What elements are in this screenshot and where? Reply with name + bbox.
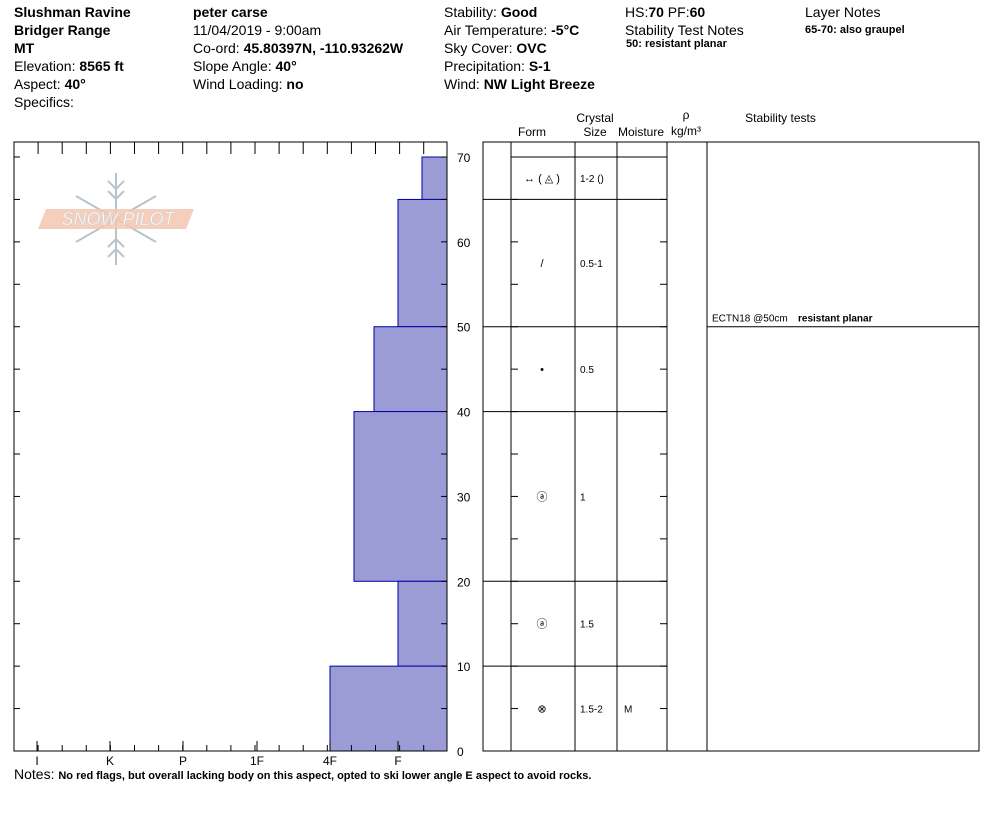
depth-label-20: 20	[457, 575, 471, 589]
hardness-layer-3	[353, 411, 448, 582]
slope-angle: Slope Angle: 40°	[193, 58, 297, 74]
elevation: Elevation: 8565 ft	[14, 58, 124, 74]
rho-header: ρ	[682, 108, 690, 122]
crystal-form-2: •	[540, 364, 544, 376]
crystal-form-3: ⓐ	[537, 490, 548, 503]
hardness-label-K: K	[106, 754, 114, 768]
stability-test-result-0: resistant planar	[798, 314, 873, 325]
chart-frame	[13, 141, 980, 752]
crystal-form-5: ⊗	[537, 704, 546, 716]
crystal-form-0: ↔ ( ◬ )	[524, 173, 560, 185]
hardness-layer-5	[329, 665, 448, 752]
wind-loading: Wind Loading: no	[193, 76, 304, 92]
depth-label-70: 70	[457, 151, 471, 165]
depth-label-60: 60	[457, 236, 471, 250]
depth-label-40: 40	[457, 406, 471, 420]
layer-table-frame	[482, 141, 980, 752]
hardness-layer-2	[373, 326, 448, 413]
crystal-size-5: 1.5-2	[580, 705, 603, 716]
depth-label-30: 30	[457, 490, 471, 504]
specifics: Specifics:	[14, 94, 74, 110]
moisture-header: Moisture	[617, 125, 664, 139]
hardness-label-1F: 1F	[250, 754, 264, 768]
depth-label-10: 10	[457, 660, 471, 674]
crystal-size-1: 0.5-1	[580, 259, 603, 270]
density-unit: kg/m³	[671, 124, 701, 138]
stability-test-note: 50: resistant planar	[626, 38, 727, 50]
crystal-form-4: ⓐ	[537, 618, 548, 631]
hs-pf: HS:70 PF:60	[625, 4, 706, 20]
notes: Notes: No red flags, but overall lacking…	[14, 766, 592, 782]
snowpilot-logo: SNOW PILOT	[38, 173, 194, 265]
hardness-layer-4	[397, 580, 448, 667]
form-header: Form	[518, 125, 546, 139]
logo-text: SNOW PILOT	[61, 209, 176, 229]
observer: peter carse	[193, 4, 268, 20]
crystal-form-1: /	[540, 258, 544, 270]
snow-profile-chart: SNOW PILOT I K P 1F 4F F 0 10 20 30 40 50 60 70 ↔ ( ◬ …	[13, 141, 980, 768]
hardness-layer-1	[397, 198, 448, 328]
precipitation: Precipitation: S-1	[444, 58, 551, 74]
air-temperature: Air Temperature: -5°C	[444, 22, 580, 38]
hardness-label-I: I	[35, 754, 38, 768]
layer-notes-title: Layer Notes	[805, 4, 881, 20]
stability-test-notes-title: Stability Test Notes	[625, 22, 744, 38]
crystal-size-0: 1-2 ()	[580, 174, 604, 185]
hardness-layer-0	[421, 156, 448, 200]
mountain-range: Bridger Range	[14, 22, 111, 38]
depth-label-0: 0	[457, 745, 464, 759]
sky-cover: Sky Cover: OVC	[444, 40, 547, 56]
date-time: 11/04/2019 - 9:00am	[193, 22, 322, 38]
chart-marks: I K P 1F 4F F 0 10 20 30 40 50 60 70 ↔ ( ◬ ) 1-2 () / 0.5…	[35, 151, 872, 768]
hardness-label-P: P	[179, 754, 187, 768]
crystal-header: Crystal	[576, 111, 614, 125]
moisture-5: M	[624, 705, 632, 716]
stability-tests-header: Stability tests	[745, 111, 816, 125]
aspect: Aspect: 40°	[14, 76, 86, 92]
location-name: Slushman Ravine	[14, 4, 131, 20]
coordinates: Co-ord: 45.80397N, -110.93262W	[193, 40, 404, 56]
crystal-size-4: 1.5	[580, 620, 594, 631]
hardness-label-F: F	[394, 754, 401, 768]
layer-note: 65-70: also graupel	[805, 24, 905, 36]
depth-label-50: 50	[457, 321, 471, 335]
crystal-size-2: 0.5	[580, 365, 594, 376]
crystal-size-3: 1	[580, 492, 586, 503]
stability-test-name-0: ECTN18 @50cm	[712, 314, 788, 325]
wind: Wind: NW Light Breeze	[444, 76, 595, 92]
state: MT	[14, 40, 35, 56]
size-header: Size	[583, 125, 607, 139]
hardness-layers	[329, 156, 448, 752]
stability: Stability: Good	[444, 4, 538, 20]
hardness-label-4F: 4F	[323, 754, 337, 768]
